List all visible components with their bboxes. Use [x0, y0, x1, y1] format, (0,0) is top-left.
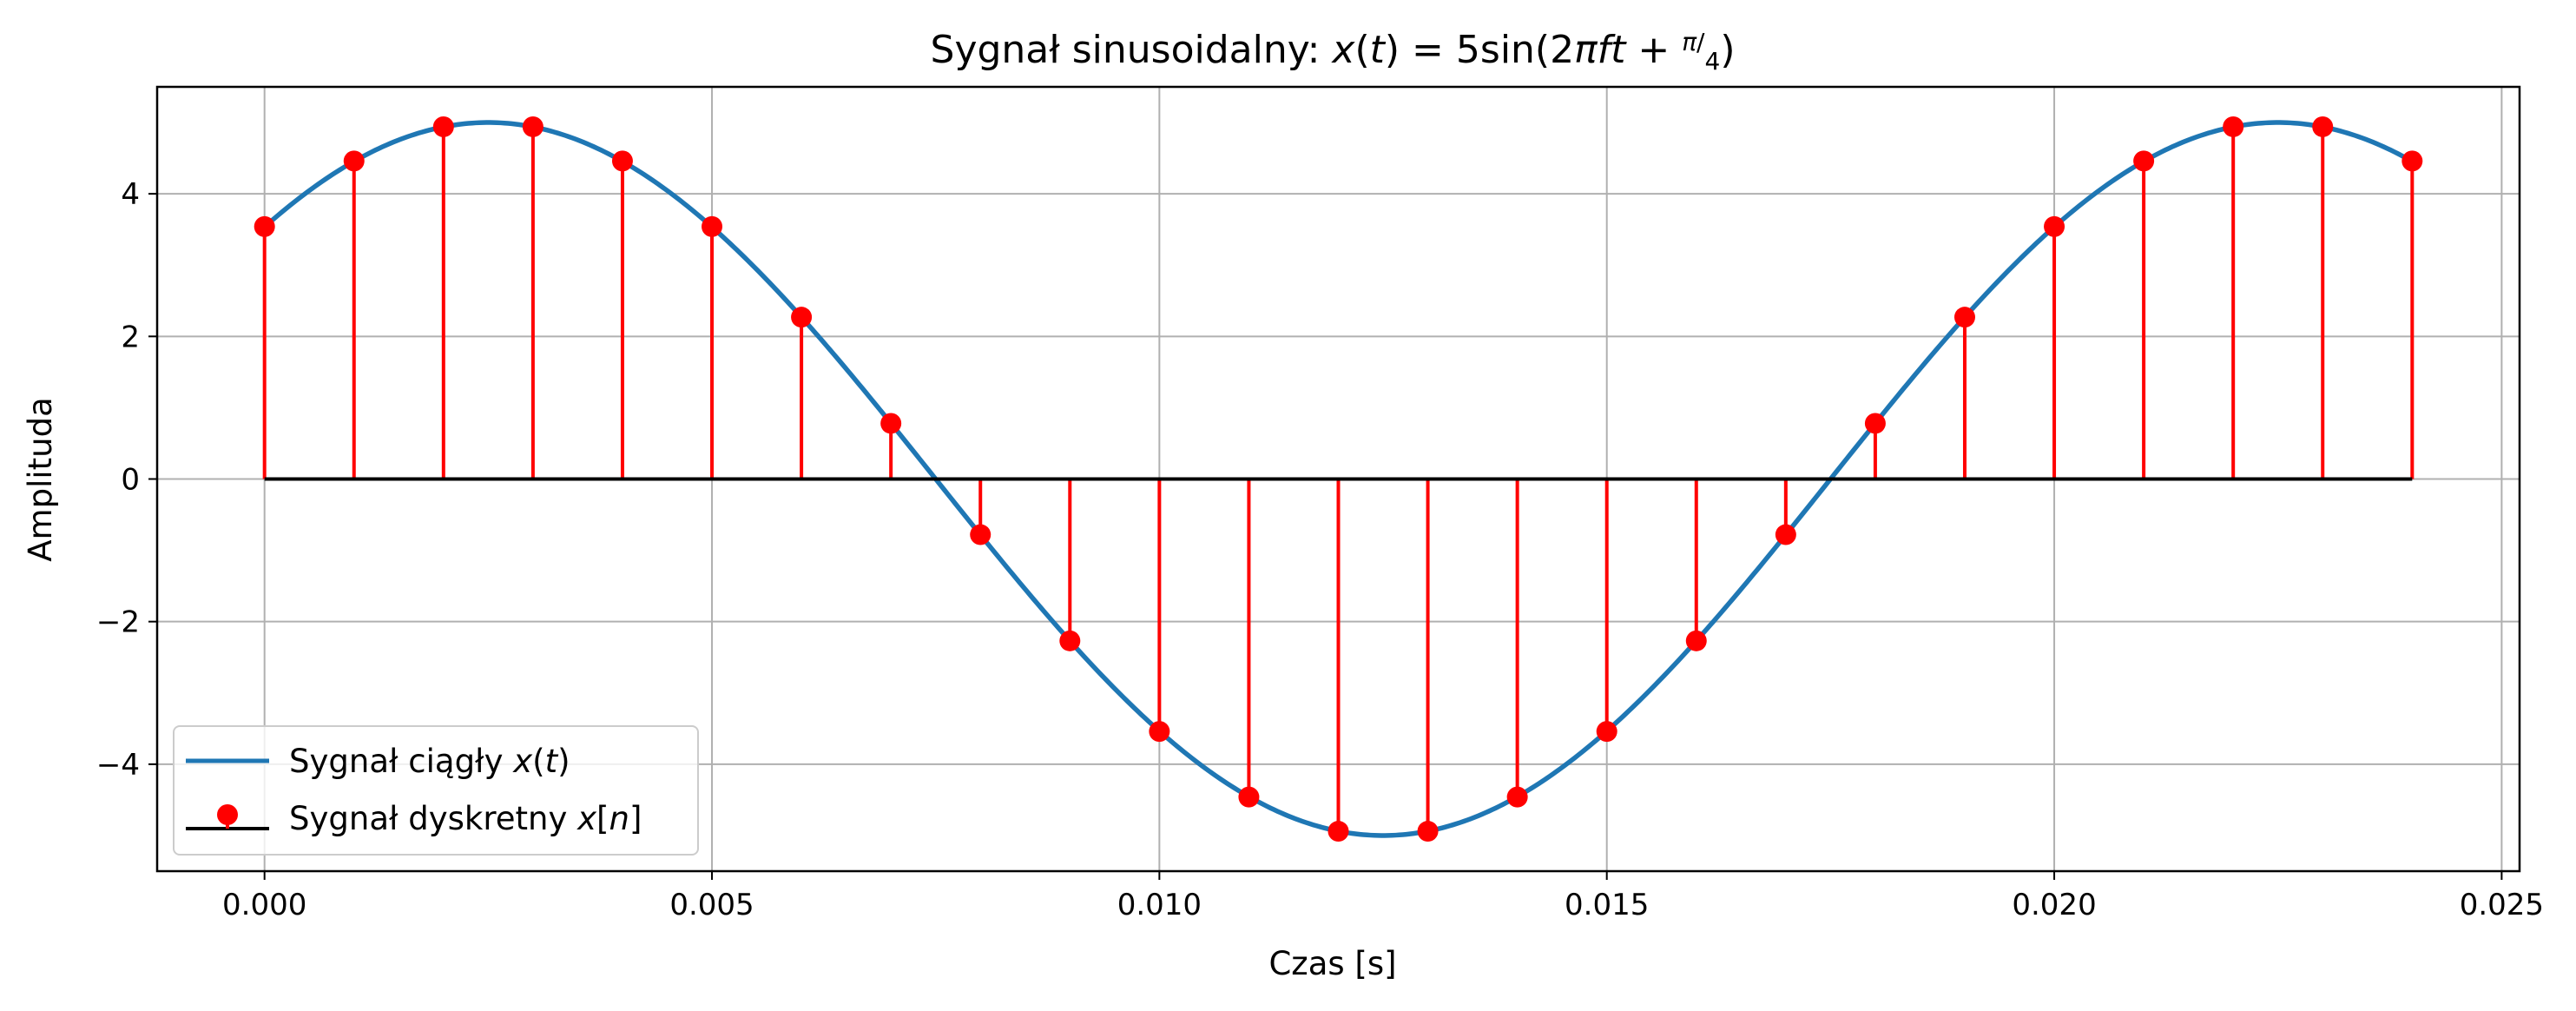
legend: Sygnał ciągły x(t) Sygnał dyskretny x[n]: [173, 725, 699, 856]
stem-marker: [1596, 721, 1617, 743]
x-tick-label: 0.010: [1117, 888, 1202, 922]
stem-marker: [1417, 821, 1439, 842]
stem-marker: [1775, 524, 1796, 545]
stem-marker: [970, 524, 992, 545]
stem-marker: [1149, 721, 1170, 743]
stem-marker: [2133, 150, 2155, 172]
stem-marker: [2401, 150, 2423, 172]
stem-marker: [254, 215, 275, 237]
discrete-series: [254, 116, 2423, 842]
x-tick-label: 0.025: [2460, 888, 2544, 922]
x-tick-label: 0.000: [222, 888, 306, 922]
x-tick-label: 0.020: [2012, 888, 2096, 922]
legend-box: [173, 725, 699, 856]
stem-marker: [1953, 307, 1975, 328]
stem-marker: [791, 307, 813, 328]
stem-marker: [1685, 630, 1707, 651]
x-axis-label: Czas [s]: [1268, 945, 1396, 982]
stem-marker: [702, 215, 723, 237]
stem-marker: [2223, 116, 2244, 137]
x-tick-label: 0.015: [1565, 888, 1649, 922]
stem-marker: [2312, 116, 2334, 137]
chart-title: Sygnał sinusoidalny: x(t) = 5sin(2πft + …: [931, 28, 1736, 76]
plot-area: [155, 85, 2521, 873]
legend-continuous-label: Sygnał ciągły x(t): [289, 743, 570, 780]
y-tick-label: 0: [121, 463, 140, 498]
x-tick-label: 0.005: [669, 888, 754, 922]
legend-discrete-marker: [217, 804, 238, 825]
stem-marker: [343, 150, 365, 172]
stem-marker: [1328, 821, 1349, 842]
stem-marker: [1864, 413, 1886, 434]
y-tick-label: 2: [121, 320, 140, 354]
stem-marker: [2044, 215, 2065, 237]
stem-marker: [1059, 630, 1081, 651]
stem-marker: [1238, 786, 1260, 808]
stem-marker: [611, 150, 633, 172]
y-tick-label: 4: [121, 177, 140, 212]
y-axis-ticks: −4 −2 0 2 4: [96, 177, 157, 783]
legend-discrete-label: Sygnał dyskretny x[n]: [289, 800, 642, 837]
stem-marker: [522, 116, 544, 137]
y-tick-label: −2: [96, 605, 140, 640]
y-axis-label: Amplituda: [22, 397, 59, 562]
stem-marker: [880, 413, 902, 434]
stem-marker: [1506, 786, 1528, 808]
x-axis-ticks: 0.000 0.005 0.010 0.015 0.020 0.025: [222, 871, 2544, 922]
stem-marker: [432, 116, 454, 137]
y-tick-label: −4: [96, 748, 140, 783]
